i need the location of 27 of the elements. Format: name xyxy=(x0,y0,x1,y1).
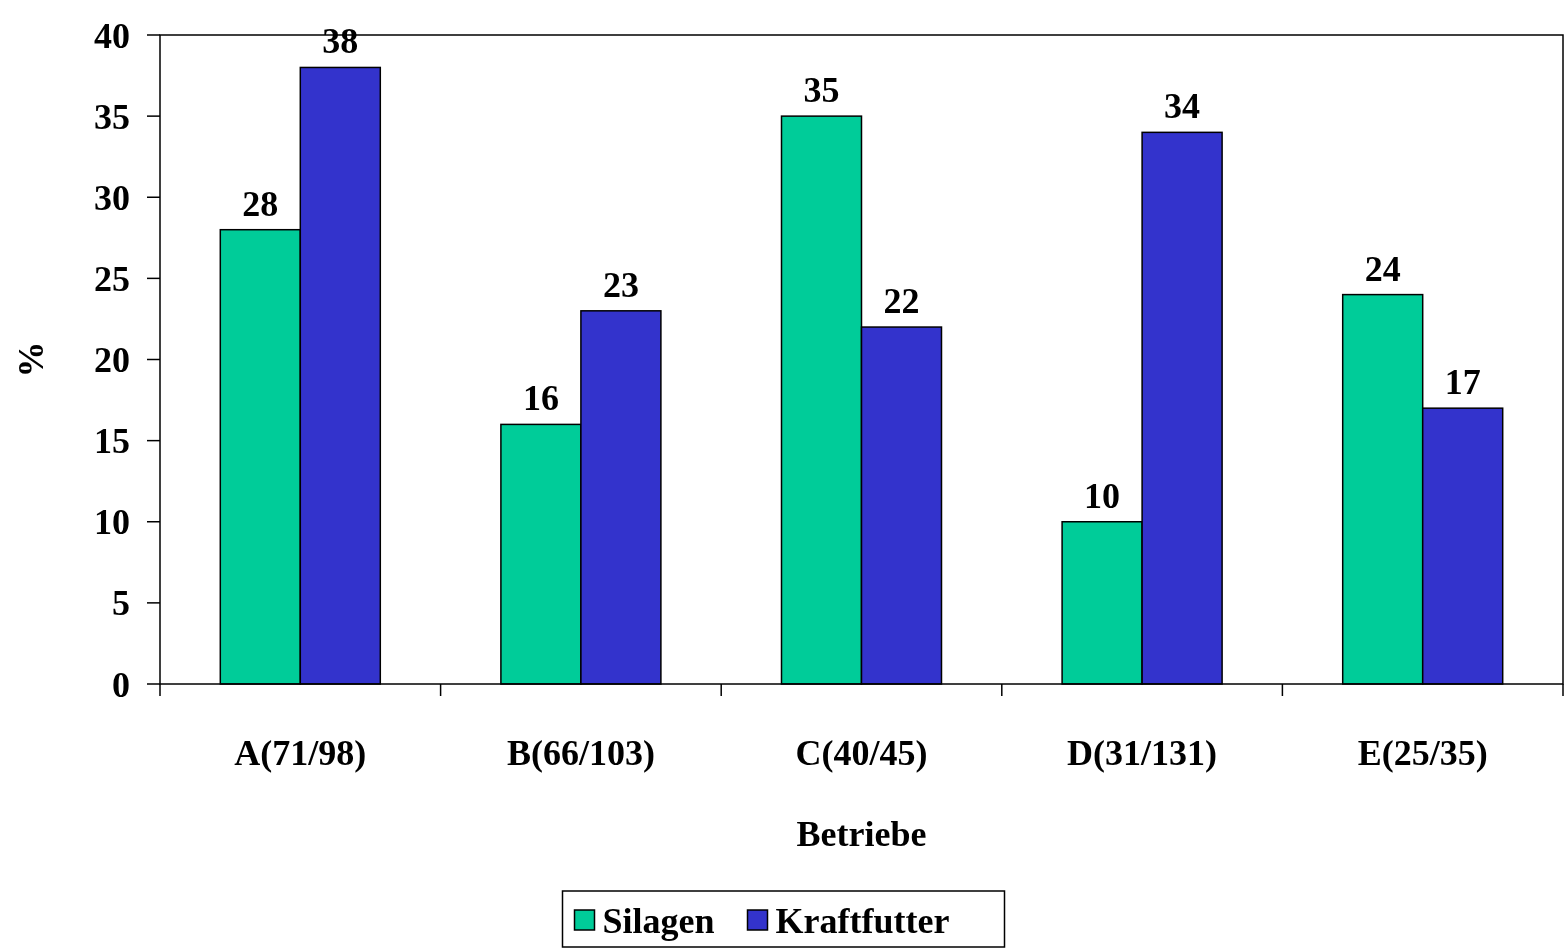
data-label: 24 xyxy=(1364,248,1401,289)
x-tick-label: A(71/98) xyxy=(234,732,367,773)
y-tick-label: 25 xyxy=(94,258,130,299)
data-label: 17 xyxy=(1444,362,1481,403)
x-tick-label: C(40/45) xyxy=(795,732,928,773)
y-tick-label: 5 xyxy=(112,583,130,624)
y-tick-label: 40 xyxy=(94,15,130,56)
y-tick-label: 30 xyxy=(94,177,130,218)
data-label: 35 xyxy=(803,70,840,111)
y-tick-label: 35 xyxy=(94,96,130,137)
y-tick-label: 15 xyxy=(94,421,130,462)
legend-label: Kraftfutter xyxy=(775,900,950,941)
y-tick-label: 20 xyxy=(94,340,130,381)
y-tick-label: 10 xyxy=(94,502,130,543)
y-axis-title: % xyxy=(10,341,51,378)
x-tick-label: B(66/103) xyxy=(506,732,655,773)
x-tick-label: E(25/35) xyxy=(1357,732,1488,773)
legend-label: Silagen xyxy=(602,900,715,941)
data-label: 22 xyxy=(883,281,920,322)
data-label: 28 xyxy=(242,183,279,224)
data-label: 23 xyxy=(602,264,639,305)
x-axis-title: Betriebe xyxy=(796,813,927,854)
data-label: 16 xyxy=(522,378,559,419)
y-tick-label: 0 xyxy=(112,664,130,705)
data-label: 10 xyxy=(1084,475,1121,516)
x-tick-label: D(31/131) xyxy=(1067,732,1218,773)
data-label: 34 xyxy=(1164,86,1201,127)
